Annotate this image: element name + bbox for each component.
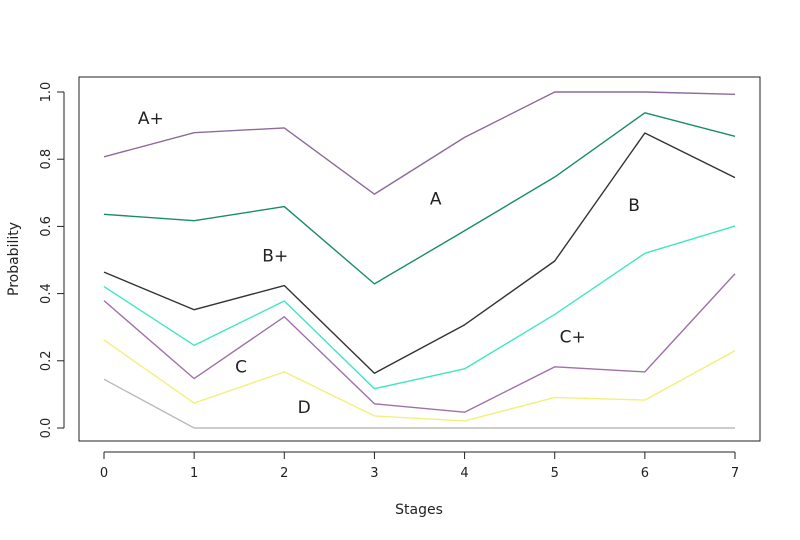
y-tick-label: 0.6	[39, 216, 54, 237]
series-line-7	[103, 378, 735, 429]
series-line-5	[103, 273, 736, 413]
plot-frame	[78, 76, 761, 442]
region-label-1: A+	[138, 109, 164, 129]
y-tick-label: 0.4	[39, 283, 54, 304]
region-label-5: C+	[560, 327, 586, 347]
x-tick-label: 0	[100, 466, 108, 481]
x-tick-label: 5	[551, 466, 559, 481]
region-label-4: B	[628, 196, 640, 216]
series-line-6	[103, 339, 736, 422]
series-line-4	[103, 225, 736, 390]
region-label-7: D	[298, 398, 311, 418]
x-tick-label: 6	[641, 466, 649, 481]
series-line-3	[103, 132, 736, 374]
region-label-6: C	[235, 358, 247, 378]
series-layer	[103, 91, 736, 429]
x-tick-label: 2	[280, 466, 288, 481]
y-tick-label: 1.0	[39, 82, 54, 103]
annotation-layer: A+ A B+ B C+ C D	[138, 109, 640, 418]
y-axis: 0.0 0.2 0.4 0.6 0.8 1.0	[39, 82, 65, 439]
y-tick-label: 0.2	[39, 350, 54, 371]
y-tick-label: 0.8	[39, 149, 54, 170]
x-tick-label: 7	[731, 466, 739, 481]
series-line-1	[103, 91, 736, 195]
x-tick-label: 1	[190, 466, 198, 481]
y-axis-label: Probability	[6, 222, 22, 296]
x-axis-label: Stages	[395, 502, 443, 518]
x-tick-label: 3	[370, 466, 378, 481]
y-tick-label: 0.0	[39, 418, 54, 439]
region-label-2: A	[430, 190, 442, 210]
x-tick-label: 4	[460, 466, 468, 481]
region-label-3: B+	[262, 247, 288, 267]
series-line-2	[103, 112, 736, 285]
x-axis: 0 1 2 3 4 5 6 7	[100, 451, 739, 481]
